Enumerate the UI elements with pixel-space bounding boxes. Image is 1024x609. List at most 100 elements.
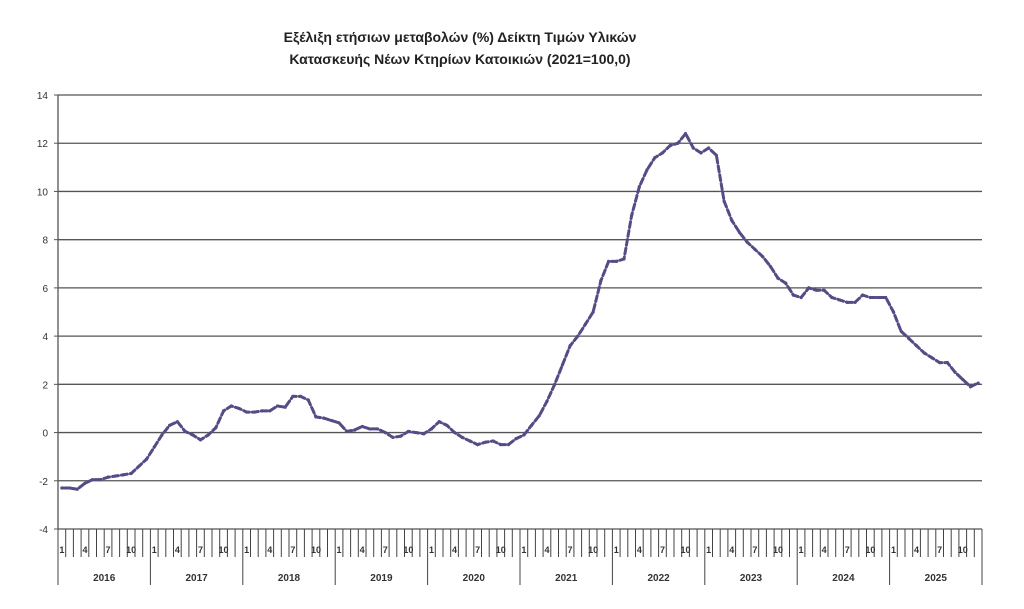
data-point bbox=[422, 432, 426, 436]
month-label: 1 bbox=[59, 545, 64, 555]
y-tick-label: 4 bbox=[42, 332, 48, 343]
data-point bbox=[168, 423, 172, 427]
data-point bbox=[275, 404, 280, 408]
data-point bbox=[837, 298, 842, 302]
data-point bbox=[830, 295, 834, 300]
data-point bbox=[106, 475, 110, 479]
data-point bbox=[560, 363, 564, 367]
data-point bbox=[845, 300, 849, 304]
data-point bbox=[630, 213, 634, 218]
year-label: 2016 bbox=[93, 573, 116, 584]
data-point bbox=[152, 445, 156, 449]
data-point bbox=[322, 416, 326, 420]
month-label: 7 bbox=[660, 545, 665, 555]
month-label: 7 bbox=[290, 545, 295, 555]
data-point bbox=[961, 377, 965, 382]
month-label: 4 bbox=[360, 545, 365, 555]
data-point bbox=[899, 329, 903, 333]
data-point bbox=[583, 322, 588, 326]
data-point bbox=[414, 430, 418, 435]
data-point bbox=[714, 153, 718, 157]
year-label: 2022 bbox=[647, 573, 670, 584]
data-point bbox=[953, 370, 957, 374]
data-point bbox=[737, 230, 742, 235]
data-point bbox=[730, 218, 734, 222]
month-label: 1 bbox=[152, 545, 157, 555]
data-point bbox=[707, 146, 711, 150]
month-label: 1 bbox=[521, 545, 526, 555]
data-point bbox=[922, 351, 926, 355]
data-point bbox=[506, 443, 511, 447]
data-point bbox=[653, 156, 657, 160]
chart-title: Εξέλιξη ετήσιων μεταβολών (%) Δείκτη Τιμ… bbox=[160, 26, 760, 70]
month-label: 1 bbox=[706, 545, 711, 555]
data-point bbox=[784, 281, 788, 285]
data-point bbox=[375, 427, 380, 431]
data-point bbox=[75, 487, 79, 491]
data-point bbox=[114, 474, 118, 478]
data-point bbox=[814, 288, 819, 292]
data-point bbox=[545, 399, 549, 403]
data-point bbox=[345, 429, 349, 433]
year-label: 2019 bbox=[370, 573, 393, 584]
y-tick-label: 2 bbox=[42, 380, 48, 391]
month-label: 10 bbox=[681, 545, 691, 555]
data-point bbox=[968, 385, 973, 389]
series-line bbox=[60, 130, 980, 491]
data-point bbox=[60, 486, 64, 490]
year-label: 2024 bbox=[832, 573, 855, 584]
data-point bbox=[314, 415, 318, 419]
month-label: 10 bbox=[219, 545, 229, 555]
data-point bbox=[576, 334, 580, 338]
data-point bbox=[976, 381, 980, 385]
data-point bbox=[268, 409, 272, 413]
month-label: 10 bbox=[865, 545, 875, 555]
month-label: 7 bbox=[568, 545, 573, 555]
data-point bbox=[853, 300, 857, 304]
data-point bbox=[460, 435, 464, 439]
data-point bbox=[722, 199, 726, 203]
y-tick-label: 14 bbox=[37, 91, 49, 102]
data-point bbox=[183, 429, 187, 433]
month-label: 1 bbox=[429, 545, 434, 555]
month-label: 10 bbox=[958, 545, 968, 555]
month-label: 10 bbox=[773, 545, 783, 555]
data-point bbox=[907, 336, 911, 341]
y-tick-label: 6 bbox=[42, 284, 48, 295]
data-point bbox=[668, 144, 672, 148]
month-label: 4 bbox=[637, 545, 642, 555]
year-label: 2017 bbox=[185, 573, 208, 584]
data-point bbox=[606, 259, 611, 263]
y-tick-label: -4 bbox=[39, 525, 48, 536]
data-point bbox=[206, 433, 210, 437]
data-point bbox=[121, 473, 126, 477]
data-point bbox=[491, 439, 495, 443]
month-label: 1 bbox=[244, 545, 249, 555]
data-point bbox=[768, 264, 772, 268]
month-label: 4 bbox=[267, 545, 272, 555]
data-point bbox=[745, 240, 749, 244]
chart-title-line2: Κατασκευής Νέων Κτηρίων Κατοικιών (2021=… bbox=[289, 51, 631, 67]
y-tick-label: 8 bbox=[42, 236, 48, 247]
data-point bbox=[252, 410, 256, 414]
year-label: 2021 bbox=[555, 573, 578, 584]
month-label: 7 bbox=[106, 545, 111, 555]
data-point bbox=[891, 310, 896, 314]
y-tick-label: 0 bbox=[42, 429, 48, 440]
data-point bbox=[214, 426, 218, 430]
month-label: 7 bbox=[845, 545, 850, 555]
month-label: 7 bbox=[383, 545, 388, 555]
data-point bbox=[191, 433, 195, 437]
month-label: 4 bbox=[452, 545, 457, 555]
month-label: 4 bbox=[82, 545, 87, 555]
year-label: 2025 bbox=[925, 573, 948, 584]
data-point bbox=[930, 356, 934, 360]
month-label: 4 bbox=[544, 545, 549, 555]
month-label: 10 bbox=[496, 545, 506, 555]
month-label: 10 bbox=[126, 545, 136, 555]
data-point bbox=[352, 428, 357, 432]
data-point bbox=[914, 344, 919, 348]
data-point bbox=[760, 254, 765, 259]
data-point bbox=[691, 146, 695, 150]
